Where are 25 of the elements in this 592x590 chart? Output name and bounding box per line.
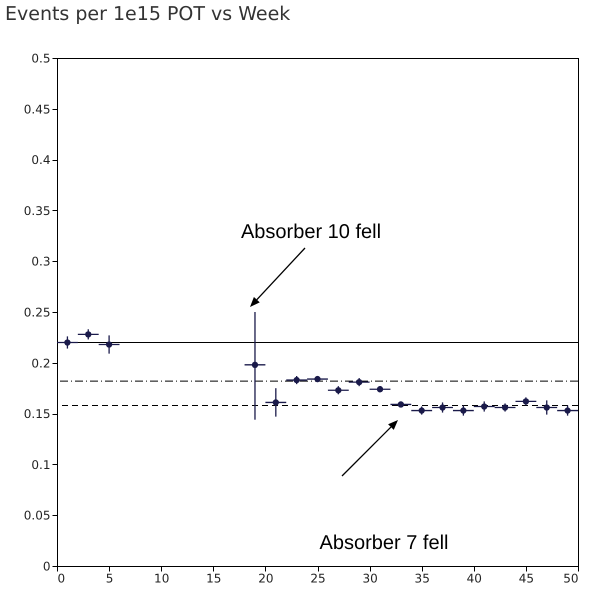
y-tick-label: 0.25	[24, 306, 50, 320]
annotation: Absorber 7 fell	[320, 532, 448, 554]
y-tick-label: 0.15	[24, 407, 50, 422]
y-tick-label: 0.5	[31, 52, 50, 66]
x-tick-label: 10	[154, 572, 170, 586]
y-tick-label: 0.3	[31, 254, 50, 269]
chart-title: Events per 1e15 POT vs Week	[5, 3, 290, 25]
x-tick-label: 40	[466, 572, 482, 586]
y-tick-label: 0.35	[24, 204, 50, 218]
x-tick-label: 30	[362, 572, 378, 586]
x-tick-label: 25	[310, 572, 326, 586]
x-tick-label: 15	[206, 572, 222, 586]
y-tick-label: 0.1	[31, 458, 50, 472]
x-tick-label: 5	[106, 572, 114, 586]
x-tick-label: 50	[563, 572, 578, 586]
y-tick-label: 0.45	[24, 102, 50, 116]
x-tick-label: 0	[58, 572, 66, 586]
x-tick-label: 35	[414, 572, 430, 586]
y-tick-label: 0.4	[31, 153, 50, 168]
y-tick-label: 0	[42, 560, 50, 574]
y-tick-label: 0.2	[31, 356, 50, 370]
y-tick-label: 0.05	[24, 508, 50, 523]
x-tick-label: 45	[518, 572, 534, 586]
annotation: Absorber 10 fell	[240, 221, 382, 243]
x-tick-label: 20	[258, 572, 274, 586]
